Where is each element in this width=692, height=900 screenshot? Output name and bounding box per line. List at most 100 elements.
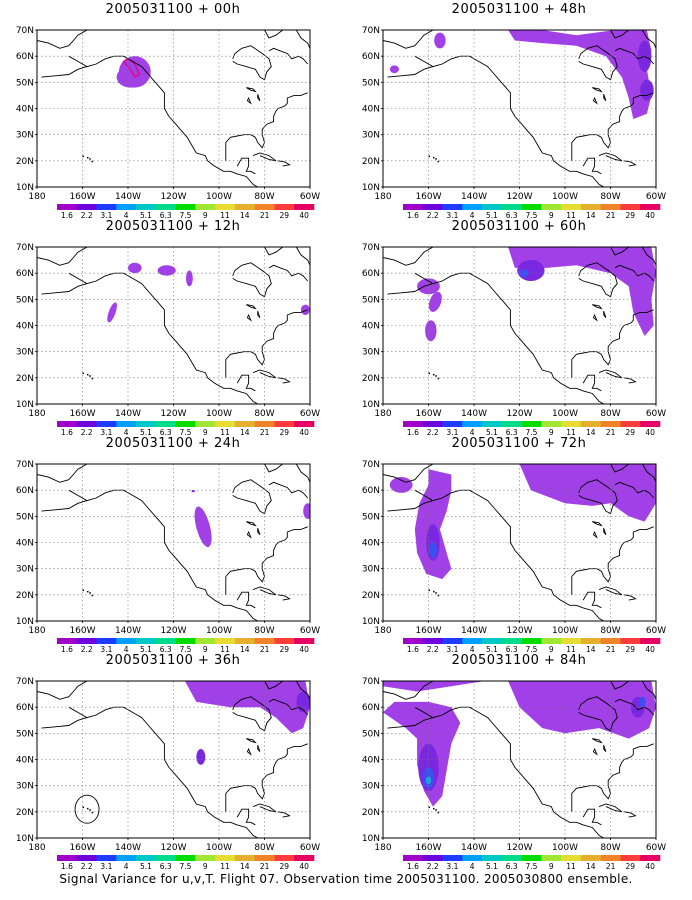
panel-title: 2005031100 + 24h bbox=[105, 436, 241, 451]
colorbar-swatch bbox=[600, 855, 621, 861]
colorbar-level-label: 14 bbox=[240, 428, 250, 437]
lat-tick-label: 10N bbox=[16, 183, 34, 193]
lat-tick-label: 70N bbox=[16, 243, 34, 253]
lon-tick-label: 80W bbox=[600, 409, 620, 419]
lon-tick-label: 180 bbox=[28, 626, 45, 636]
colorbar-level-label: 7.5 bbox=[526, 211, 538, 220]
lat-tick-label: 20N bbox=[362, 157, 380, 167]
colorbar-swatch bbox=[462, 855, 483, 861]
variance-contour bbox=[303, 503, 310, 519]
colorbar-swatch bbox=[521, 204, 542, 210]
colorbar-level-label: 9 bbox=[203, 428, 208, 437]
colorbar-swatch bbox=[600, 421, 621, 427]
colorbar-level-label: 9 bbox=[549, 645, 554, 654]
lat-tick-label: 60N bbox=[16, 269, 34, 279]
colorbar-level-label: 29 bbox=[280, 211, 290, 220]
colorbar-swatch bbox=[294, 204, 315, 210]
undefined bbox=[508, 681, 656, 739]
variance-shading bbox=[116, 56, 151, 88]
colorbar-swatch bbox=[640, 204, 661, 210]
colorbar-swatch bbox=[442, 421, 463, 427]
colorbar: 1.6 2.2 3.1 4 5.1 6.3 7.5 9 11 14 21 29 40 bbox=[403, 204, 661, 220]
colorbar-swatch bbox=[234, 638, 255, 644]
variance-contour bbox=[425, 320, 437, 342]
colorbar-swatch bbox=[501, 638, 522, 644]
lon-tick-label: 180 bbox=[374, 843, 391, 853]
colorbar-level-label: 5.1 bbox=[486, 645, 498, 654]
lat-tick-label: 20N bbox=[16, 374, 34, 384]
colorbar-level-label: 2.2 bbox=[427, 211, 439, 220]
lat-tick-label: 50N bbox=[16, 295, 34, 305]
variance-contour bbox=[640, 79, 654, 101]
map-panel: 2005031100 + 60h 70N 60N 50N 40N 30N 20N 10N 180… bbox=[346, 217, 692, 437]
colorbar-swatch bbox=[541, 855, 562, 861]
map-area bbox=[37, 247, 310, 404]
colorbar-swatch bbox=[274, 204, 295, 210]
colorbar-swatch bbox=[116, 421, 137, 427]
colorbar-swatch bbox=[422, 638, 443, 644]
colorbar-level-label: 4 bbox=[470, 211, 475, 220]
variance-shading bbox=[389, 30, 654, 119]
colorbar-level-label: 4 bbox=[470, 428, 475, 437]
colorbar-level-label: 40 bbox=[645, 428, 655, 437]
colorbar-swatch bbox=[580, 421, 601, 427]
colorbar-swatch bbox=[600, 204, 621, 210]
lon-tick-label: 120W bbox=[160, 626, 186, 636]
colorbar: 1.6 2.2 3.1 4 5.1 6.3 7.5 9 11 14 21 29 40 bbox=[57, 855, 315, 871]
colorbar-level-label: 21 bbox=[260, 428, 270, 437]
colorbar-swatch bbox=[422, 421, 443, 427]
lon-tick-label: 140W bbox=[461, 409, 487, 419]
colorbar-swatch bbox=[234, 204, 255, 210]
colorbar-level-label: 1.6 bbox=[61, 862, 73, 871]
lat-tick-label: 20N bbox=[362, 808, 380, 818]
variance-contour bbox=[186, 270, 193, 287]
lat-tick-label: 10N bbox=[362, 834, 380, 844]
colorbar-swatch bbox=[561, 204, 582, 210]
lat-tick-label: 30N bbox=[362, 565, 380, 575]
colorbar-level-label: 40 bbox=[645, 862, 655, 871]
lon-tick-label: 60W bbox=[646, 626, 666, 636]
colorbar-level-label: 6.3 bbox=[160, 428, 172, 437]
map-area bbox=[383, 464, 656, 621]
lat-tick-label: 40N bbox=[362, 322, 380, 332]
colorbar-swatch bbox=[580, 638, 601, 644]
colorbar-level-label: 29 bbox=[280, 862, 290, 871]
lon-tick-label: 100W bbox=[552, 626, 578, 636]
lat-tick-label: 30N bbox=[16, 131, 34, 141]
undefined bbox=[414, 469, 452, 580]
variance-contour bbox=[300, 304, 310, 315]
colorbar-swatch bbox=[482, 638, 503, 644]
colorbar-swatch bbox=[620, 204, 641, 210]
colorbar-swatch bbox=[294, 638, 315, 644]
undefined bbox=[519, 464, 656, 522]
colorbar-swatch bbox=[640, 638, 661, 644]
lat-tick-label: 50N bbox=[16, 729, 34, 739]
graticule bbox=[37, 30, 310, 187]
colorbar-swatch bbox=[254, 855, 275, 861]
panel-title: 2005031100 + 48h bbox=[451, 2, 587, 17]
coastlines bbox=[383, 247, 656, 404]
map-panel: 2005031100 + 36h 70N 60N 50N 40N 30N 20N 10N 180… bbox=[0, 651, 346, 871]
colorbar-swatch bbox=[136, 204, 157, 210]
lon-tick-label: 80W bbox=[254, 843, 274, 853]
lat-tick-label: 70N bbox=[16, 460, 34, 470]
colorbar-swatch bbox=[195, 204, 216, 210]
variance-shading bbox=[389, 464, 656, 580]
colorbar-swatch bbox=[57, 855, 78, 861]
lat-tick-label: 10N bbox=[362, 183, 380, 193]
colorbar-level-label: 4 bbox=[470, 862, 475, 871]
variance-contour bbox=[194, 506, 212, 548]
colorbar-level-label: 4 bbox=[124, 211, 129, 220]
lat-tick-label: 40N bbox=[16, 539, 34, 549]
lat-tick-label: 70N bbox=[362, 677, 380, 687]
colorbar-swatch bbox=[561, 638, 582, 644]
colorbar-swatch bbox=[580, 855, 601, 861]
lon-tick-label: 80W bbox=[600, 192, 620, 202]
lon-tick-label: 80W bbox=[254, 409, 274, 419]
colorbar-swatch bbox=[96, 638, 117, 644]
colorbar-level-label: 11 bbox=[220, 862, 230, 871]
colorbar-level-label: 6.3 bbox=[506, 645, 518, 654]
map-panel: 2005031100 + 24h 70N 60N 50N 40N 30N 20N 10N 180… bbox=[0, 434, 346, 654]
colorbar-level-label: 21 bbox=[606, 645, 616, 654]
